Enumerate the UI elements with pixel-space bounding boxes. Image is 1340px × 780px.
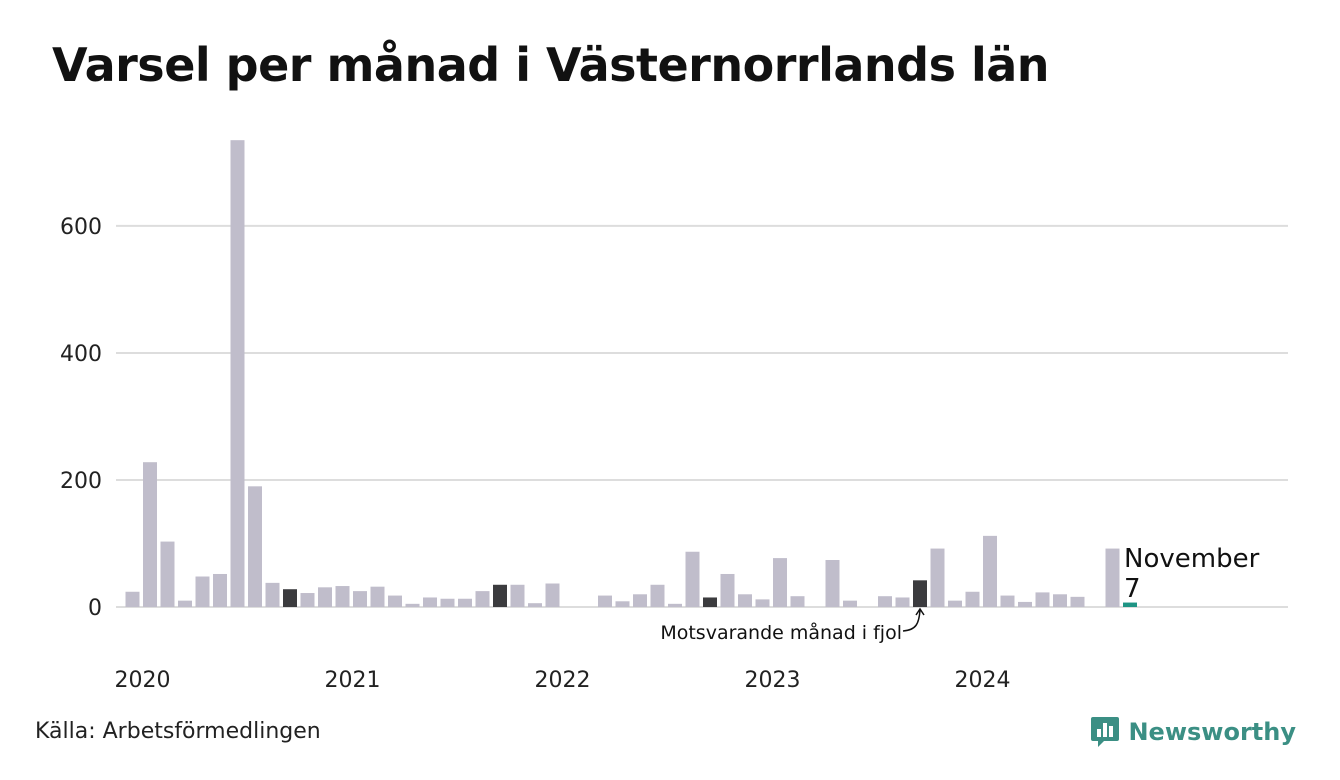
bar	[633, 594, 647, 607]
bar	[843, 600, 857, 607]
annotation-text: Motsvarande månad i fjol	[660, 621, 902, 644]
bar	[615, 601, 630, 607]
annotation: Motsvarande månad i fjol	[660, 607, 925, 644]
bar	[598, 595, 612, 607]
bar	[545, 583, 560, 607]
bar	[318, 587, 332, 607]
bar	[790, 596, 805, 607]
chart-title: Varsel per månad i Västernorrlands län	[52, 38, 1050, 92]
bar	[510, 584, 525, 607]
bar	[213, 573, 227, 607]
x-tick-label: 2021	[325, 668, 381, 693]
bar	[475, 591, 490, 607]
current-value: 7	[1124, 574, 1141, 604]
x-tick-label: 2023	[745, 668, 801, 693]
x-tick-label: 2022	[535, 668, 591, 693]
y-tick-label: 200	[60, 469, 102, 494]
bar	[895, 597, 910, 607]
bar	[1035, 592, 1050, 607]
bar	[195, 576, 210, 607]
bar	[370, 586, 385, 607]
newsworthy-logo-icon	[1091, 717, 1120, 747]
bar	[1053, 594, 1067, 607]
bar	[335, 586, 350, 607]
bar	[388, 595, 402, 607]
bar	[755, 599, 770, 607]
y-tick-label: 0	[88, 596, 102, 621]
bar	[300, 593, 315, 607]
bar	[1105, 548, 1120, 607]
bar	[965, 591, 980, 607]
bar	[248, 486, 262, 607]
brand-name: Newsworthy	[1128, 718, 1296, 746]
y-tick-label: 600	[60, 215, 102, 240]
current-month-label: November	[1124, 544, 1260, 574]
bar	[668, 603, 682, 607]
bar	[353, 591, 367, 607]
annotation-arrow	[902, 607, 925, 632]
bar	[773, 558, 787, 607]
bar	[983, 535, 997, 607]
bar	[143, 462, 157, 607]
x-tick-label: 2020	[115, 668, 171, 693]
bar	[440, 598, 455, 607]
bar	[125, 591, 140, 607]
bar	[178, 600, 192, 607]
brand-logo[interactable]: Newsworthy	[1090, 715, 1296, 749]
bar	[703, 597, 717, 607]
current-value-label: November 7	[1124, 544, 1260, 604]
bar	[283, 589, 297, 607]
bar	[930, 548, 945, 607]
bar	[948, 600, 962, 607]
bar	[423, 597, 437, 607]
bar	[913, 580, 927, 607]
bar	[160, 541, 175, 607]
bar	[825, 560, 840, 607]
bar	[1070, 596, 1085, 607]
bar-current	[1123, 602, 1137, 607]
bar	[720, 573, 735, 607]
bars	[125, 140, 1137, 608]
bar	[265, 582, 280, 607]
bar	[1000, 595, 1015, 607]
bar	[878, 596, 892, 607]
x-tick-label: 2024	[955, 668, 1011, 693]
bar	[458, 598, 472, 607]
bar-chart: 0 200 400 600 2020 2021 2022 2023 2024 Motsvara…	[60, 140, 1288, 693]
bar	[230, 140, 245, 608]
bar	[738, 594, 752, 607]
bar	[493, 584, 507, 607]
bar	[650, 584, 665, 607]
y-axis-ticks: 0 200 400 600	[60, 215, 102, 621]
x-axis-year-labels: 2020 2021 2022 2023 2024	[115, 668, 1011, 693]
y-tick-label: 400	[60, 342, 102, 367]
bar	[405, 603, 420, 607]
bar	[528, 603, 542, 607]
bar	[685, 551, 700, 607]
bar	[1018, 601, 1032, 607]
source-credit: Källa: Arbetsförmedlingen	[35, 719, 321, 744]
